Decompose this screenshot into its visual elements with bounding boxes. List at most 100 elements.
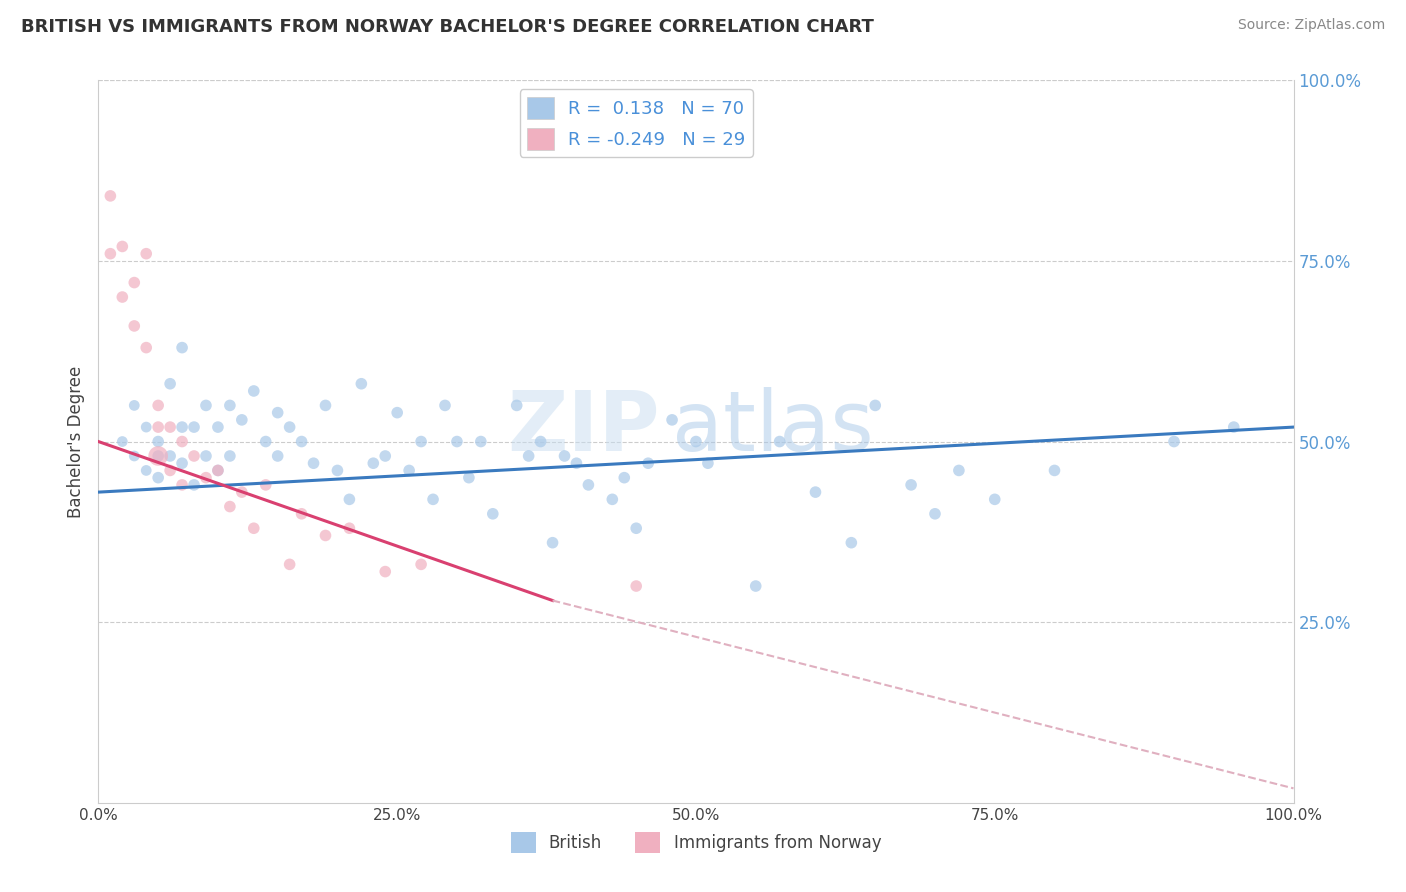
Point bbox=[207, 463, 229, 477]
Point bbox=[374, 449, 396, 463]
Point bbox=[434, 398, 457, 412]
Point bbox=[111, 239, 134, 253]
Point bbox=[278, 558, 301, 572]
Point bbox=[315, 398, 337, 412]
Point bbox=[135, 420, 157, 434]
Point bbox=[148, 449, 170, 463]
Point bbox=[183, 478, 205, 492]
Point bbox=[339, 521, 361, 535]
Point bbox=[124, 318, 146, 333]
Point bbox=[124, 398, 146, 412]
Text: atlas: atlas bbox=[672, 386, 873, 467]
Point bbox=[506, 398, 529, 412]
Point bbox=[1043, 463, 1066, 477]
Point bbox=[924, 507, 946, 521]
Point bbox=[578, 478, 600, 492]
Point bbox=[602, 492, 624, 507]
Point bbox=[411, 558, 433, 572]
Point bbox=[661, 413, 683, 427]
Point bbox=[302, 456, 325, 470]
Point bbox=[385, 406, 409, 420]
Point bbox=[267, 406, 290, 420]
Point bbox=[111, 434, 134, 449]
Y-axis label: Bachelor's Degree: Bachelor's Degree bbox=[66, 366, 84, 517]
Point bbox=[219, 398, 242, 412]
Point bbox=[148, 470, 170, 484]
Point bbox=[326, 463, 349, 477]
Point bbox=[458, 470, 481, 484]
Point bbox=[135, 246, 157, 260]
Point bbox=[207, 463, 229, 477]
Point bbox=[148, 420, 170, 434]
Point bbox=[398, 463, 420, 477]
Point bbox=[984, 492, 1007, 507]
Point bbox=[685, 434, 707, 449]
Point bbox=[219, 500, 242, 514]
Point bbox=[481, 507, 505, 521]
Point bbox=[243, 384, 266, 398]
Point bbox=[278, 420, 301, 434]
Text: ZIP: ZIP bbox=[508, 386, 661, 467]
Point bbox=[231, 485, 253, 500]
Point bbox=[254, 434, 277, 449]
Point bbox=[135, 341, 157, 355]
Point bbox=[172, 420, 194, 434]
Point bbox=[159, 463, 181, 477]
Point bbox=[841, 535, 863, 549]
Point bbox=[111, 290, 134, 304]
Point bbox=[195, 398, 218, 412]
Point bbox=[148, 398, 170, 412]
Point bbox=[135, 463, 157, 477]
Point bbox=[541, 535, 564, 549]
Point bbox=[900, 478, 922, 492]
Point bbox=[554, 449, 576, 463]
Point bbox=[363, 456, 385, 470]
Point bbox=[374, 565, 396, 579]
Point bbox=[159, 420, 181, 434]
Point bbox=[411, 434, 433, 449]
Point bbox=[172, 478, 194, 492]
Point bbox=[243, 521, 266, 535]
Point bbox=[207, 420, 229, 434]
Point bbox=[183, 420, 205, 434]
Point bbox=[637, 456, 659, 470]
Point bbox=[231, 413, 253, 427]
Point bbox=[98, 246, 122, 260]
Point bbox=[422, 492, 444, 507]
Point bbox=[865, 398, 887, 412]
Point bbox=[172, 456, 194, 470]
Point bbox=[350, 376, 373, 391]
Point bbox=[446, 434, 468, 449]
Point bbox=[565, 456, 588, 470]
Point bbox=[172, 341, 194, 355]
Point bbox=[517, 449, 540, 463]
Point bbox=[254, 478, 277, 492]
Point bbox=[267, 449, 290, 463]
Point bbox=[626, 579, 648, 593]
Text: BRITISH VS IMMIGRANTS FROM NORWAY BACHELOR'S DEGREE CORRELATION CHART: BRITISH VS IMMIGRANTS FROM NORWAY BACHEL… bbox=[21, 18, 875, 36]
Point bbox=[804, 485, 827, 500]
Point bbox=[470, 434, 492, 449]
Point bbox=[124, 449, 146, 463]
Point bbox=[159, 376, 181, 391]
Point bbox=[124, 276, 146, 290]
Point bbox=[1223, 420, 1246, 434]
Point bbox=[183, 449, 205, 463]
Text: Source: ZipAtlas.com: Source: ZipAtlas.com bbox=[1237, 18, 1385, 32]
Point bbox=[291, 434, 314, 449]
Point bbox=[195, 470, 218, 484]
Point bbox=[697, 456, 720, 470]
Point bbox=[768, 434, 790, 449]
Point bbox=[172, 434, 194, 449]
Point bbox=[291, 507, 314, 521]
Point bbox=[148, 449, 170, 463]
Point bbox=[315, 528, 337, 542]
Point bbox=[148, 434, 170, 449]
Point bbox=[530, 434, 553, 449]
Point bbox=[613, 470, 636, 484]
Point bbox=[745, 579, 768, 593]
Point bbox=[195, 449, 218, 463]
Point bbox=[1163, 434, 1185, 449]
Point bbox=[339, 492, 361, 507]
Point bbox=[159, 449, 181, 463]
